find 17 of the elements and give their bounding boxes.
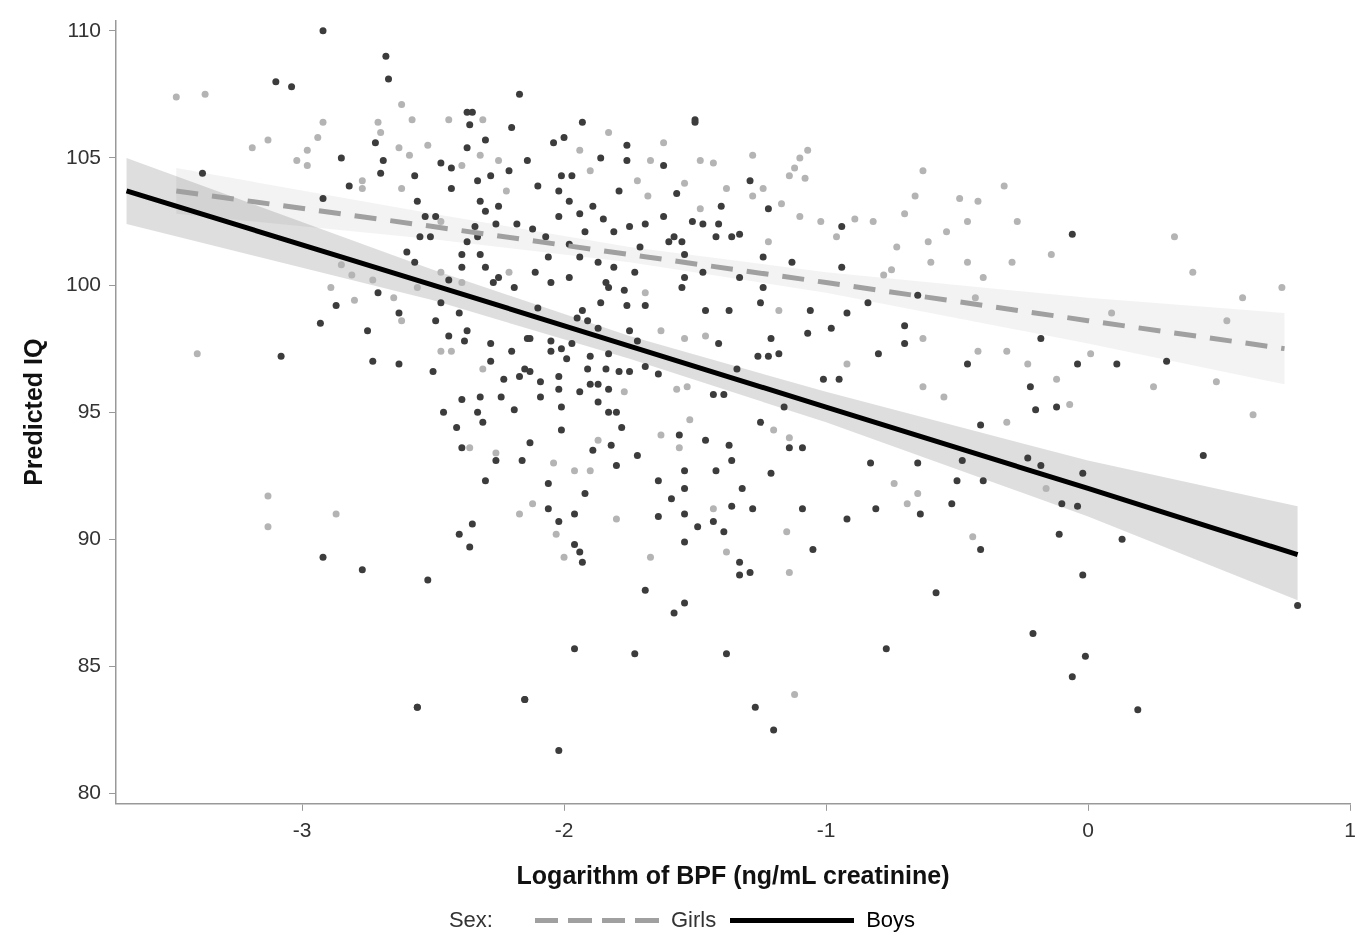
y-tick-label: 95 <box>77 399 102 422</box>
legend-title: Sex: <box>448 907 493 933</box>
y-tick-label: 85 <box>77 653 102 677</box>
x-tick-label: -1 <box>816 818 836 842</box>
text: Boys <box>866 907 916 933</box>
y-tick-label: 100 <box>65 271 102 295</box>
x-axis-title: Logarithm of BPF (ng/mL creatinine) <box>516 860 950 889</box>
x-tick-label: -2 <box>554 818 574 842</box>
x-tick-label: 0 <box>1082 818 1094 842</box>
y-tick-label: 80 <box>77 780 102 804</box>
y-tick-label: 110 <box>67 17 102 41</box>
y-tick-label: 105 <box>65 144 102 168</box>
x-tick-label: -3 <box>292 818 312 842</box>
x-tick-label: 1 <box>1344 818 1356 842</box>
y-axis-title: Predicted IQ <box>18 338 47 486</box>
legend-label: Girls <box>670 907 717 933</box>
y-tick-label: 90 <box>77 526 102 550</box>
